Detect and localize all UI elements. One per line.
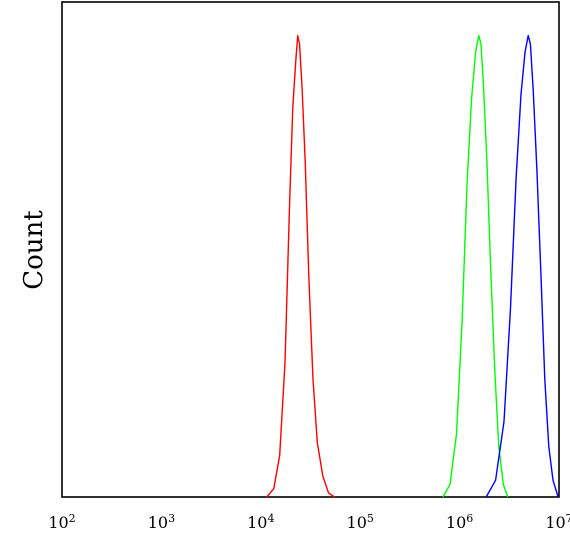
x-tick-label: 103 <box>148 512 175 532</box>
x-tick-labels: 102 103 104 105 106 107 <box>48 512 570 532</box>
x-tick-label: 106 <box>446 512 473 532</box>
series-line-2 <box>442 34 509 498</box>
y-axis-label: Count <box>19 210 49 290</box>
series-group <box>266 34 559 498</box>
plot-frame <box>61 1 560 498</box>
x-tick-label: 105 <box>347 512 374 532</box>
series-line-1 <box>266 34 335 498</box>
x-tick-label: 107 <box>545 512 570 532</box>
series-line-3 <box>485 34 559 498</box>
x-tick-label: 104 <box>247 512 274 532</box>
x-tick-label: 102 <box>48 512 75 532</box>
